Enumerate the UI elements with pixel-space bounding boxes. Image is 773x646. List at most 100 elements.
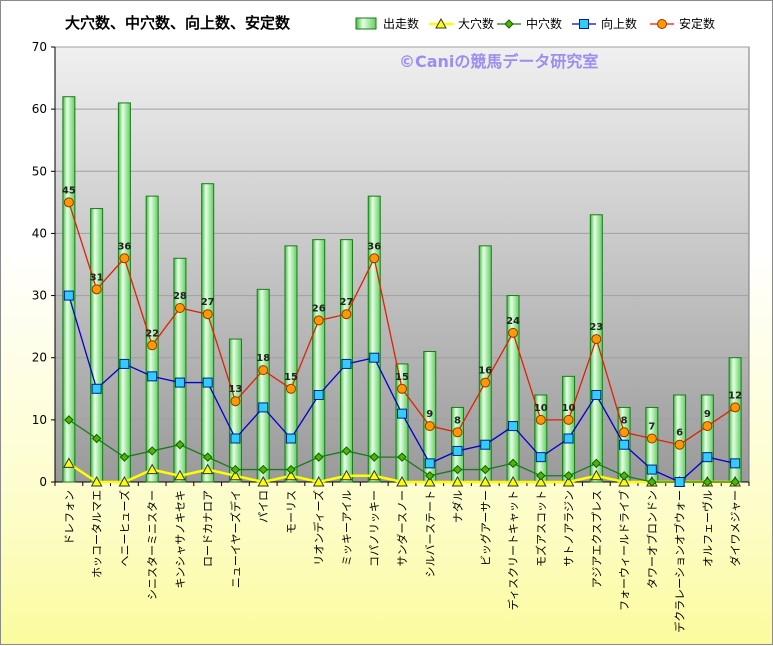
data-label: 18: [256, 353, 270, 364]
category-label: ニューイヤーズデイ: [228, 490, 242, 588]
data-label: 15: [284, 372, 298, 383]
data-point: [730, 402, 741, 413]
data-point: [535, 452, 546, 463]
bar: [700, 394, 714, 483]
category-label: キンシャサノキセキ: [174, 490, 187, 588]
data-label: 8: [454, 415, 461, 426]
data-label: 36: [117, 241, 131, 252]
data-label: 7: [648, 422, 655, 433]
data-label: 36: [367, 241, 381, 252]
category-label: シルバーステート: [424, 490, 437, 577]
data-point: [202, 309, 213, 320]
data-point: [91, 433, 102, 444]
data-point: [63, 197, 74, 208]
chart-title: 大穴数、中穴数、向上数、安定数: [65, 14, 291, 32]
category-label: デクラレーションオブウォー: [673, 490, 687, 633]
data-point: [119, 452, 130, 462]
data-point: [341, 446, 352, 456]
data-point: [647, 477, 657, 487]
data-point: [63, 457, 75, 468]
data-label: 12: [728, 390, 742, 401]
data-label: 24: [506, 316, 520, 327]
data-point: [730, 458, 741, 469]
plot-area: 0 10 20 30 40 50 60 70 ドレフォン ホッコータルマエ ヘニーヒューズ シニスター…: [32, 40, 750, 633]
legend: 出走数 大穴数 中穴数 向上数 安定数: [355, 16, 715, 31]
y-tick-label: 20: [32, 351, 47, 365]
data-point: [63, 290, 74, 301]
data-point: [507, 475, 519, 487]
category-label: タワーオブロンドン: [645, 490, 659, 589]
data-point: [397, 383, 407, 394]
y-tick-label: 30: [32, 289, 47, 303]
data-point: [563, 471, 574, 481]
data-point: [341, 358, 352, 369]
legend-marker: [435, 17, 447, 29]
data-point: [174, 469, 186, 481]
data-point: [480, 439, 491, 450]
data-point: [702, 421, 713, 432]
y-tick-label: 60: [32, 102, 47, 116]
data-point: [313, 315, 324, 326]
data-point: [452, 445, 463, 456]
data-point: [90, 475, 103, 487]
y-tick-label: 10: [32, 413, 47, 427]
watermark-text: ©Caniの競馬データ研究室: [399, 52, 598, 71]
data-label: 22: [145, 328, 159, 339]
data-label: 9: [426, 409, 433, 420]
data-point: [452, 464, 463, 475]
data-point: [146, 463, 159, 475]
data-point: [368, 469, 381, 481]
bar: [201, 183, 215, 483]
data-point: [229, 469, 242, 481]
legend-label: 大穴数: [458, 16, 494, 31]
data-point: [480, 377, 491, 388]
category-label: ダイワメジャー: [728, 490, 742, 566]
legend-label: 安定数: [679, 16, 715, 31]
legend-marker: [579, 19, 589, 29]
data-point: [230, 396, 241, 407]
bar: [367, 195, 381, 483]
data-point: [147, 371, 158, 382]
data-label: 28: [173, 291, 187, 302]
data-point: [174, 303, 185, 313]
bar: [312, 239, 326, 483]
data-point: [313, 390, 324, 400]
data-point: [452, 427, 463, 438]
data-label: 6: [676, 428, 683, 439]
data-point: [258, 365, 269, 376]
data-point: [285, 383, 296, 394]
data-point: [257, 475, 270, 487]
data-point: [508, 327, 519, 338]
bar: [562, 375, 576, 483]
data-point: [91, 284, 102, 295]
data-point: [591, 458, 602, 469]
data-point: [508, 421, 519, 432]
data-label: 31: [90, 272, 104, 283]
bar: [589, 214, 603, 483]
bar: [117, 102, 131, 483]
data-label: 10: [534, 403, 548, 414]
data-point: [424, 458, 435, 469]
bar: [62, 96, 76, 483]
legend-label: 向上数: [601, 16, 637, 31]
data-label: 16: [478, 366, 492, 377]
y-tick-label: 70: [32, 40, 47, 54]
data-point: [258, 464, 268, 475]
data-point: [397, 408, 407, 419]
data-label: 27: [201, 297, 215, 308]
data-point: [91, 383, 102, 394]
data-point: [534, 475, 547, 487]
legend-marker: [504, 19, 514, 29]
data-point: [451, 475, 464, 487]
data-point: [508, 458, 518, 469]
data-point: [340, 469, 353, 481]
data-point: [480, 464, 490, 475]
data-label: 10: [562, 403, 576, 414]
data-point: [174, 377, 185, 388]
data-point: [536, 471, 546, 481]
data-point: [285, 469, 297, 481]
category-label: リオンディーズ: [312, 490, 326, 566]
category-label: ロードカナロア: [202, 490, 215, 567]
